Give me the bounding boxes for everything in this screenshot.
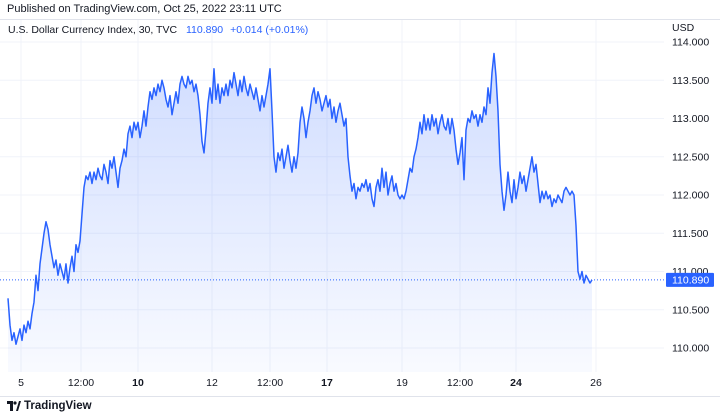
last-price-text: 110.890 bbox=[672, 274, 709, 286]
x-tick-label: 12:00 bbox=[257, 377, 283, 389]
x-tick-label: 5 bbox=[18, 377, 24, 389]
x-tick-label: 10 bbox=[132, 377, 144, 389]
y-tick-label: 113.000 bbox=[672, 113, 709, 125]
y-tick-label: 110.000 bbox=[672, 343, 709, 355]
y-tick-label: 111.500 bbox=[672, 228, 709, 240]
last-price-badge bbox=[666, 272, 714, 287]
chart-legend[interactable]: U.S. Dollar Currency Index, 30, TVC 110.… bbox=[8, 24, 308, 36]
x-tick-label: 12:00 bbox=[68, 377, 94, 389]
x-tick-label: 12:00 bbox=[447, 377, 473, 389]
x-tick-label: 24 bbox=[510, 377, 522, 389]
currency-label: USD bbox=[672, 22, 695, 34]
tradingview-brand[interactable]: TradingView bbox=[24, 400, 92, 412]
last-price-label: 110.890 bbox=[666, 272, 714, 287]
y-tick-label: 112.000 bbox=[672, 190, 709, 202]
y-tick-label: 114.000 bbox=[672, 37, 709, 49]
chart-area[interactable]: 110.000 110.500 111.000 111.500 112.000 112.5… bbox=[0, 20, 720, 396]
y-tick-label: 110.500 bbox=[672, 304, 709, 316]
x-tick-label: 19 bbox=[396, 377, 408, 389]
x-tick-label: 12 bbox=[206, 377, 218, 389]
published-info: Published on TradingView.com, Oct 25, 20… bbox=[7, 3, 282, 15]
x-tick-label: 17 bbox=[321, 377, 333, 389]
legend-symbol[interactable]: U.S. Dollar Currency Index, 30, TVC bbox=[8, 24, 178, 36]
footer: TradingView bbox=[0, 396, 720, 417]
legend-change: +0.014 (+0.01%) bbox=[230, 24, 309, 36]
top-bar: Published on TradingView.com, Oct 25, 20… bbox=[0, 0, 720, 20]
price-line bbox=[7, 52, 593, 345]
tradingview-logo-icon[interactable] bbox=[7, 401, 21, 412]
y-tick-label: 112.500 bbox=[672, 151, 709, 163]
price-axis[interactable]: 110.000110.500111.000111.500112.000112.5… bbox=[672, 37, 709, 355]
y-tick-label: 113.500 bbox=[672, 75, 709, 87]
legend-value: 110.890 bbox=[185, 24, 224, 36]
time-axis[interactable]: 5 12:00 10 12 12:00 17 19 12:00 24 26 bbox=[18, 377, 602, 389]
price-chart[interactable]: 110.000110.500111.000111.500112.000112.5… bbox=[0, 20, 720, 396]
price-area bbox=[8, 53, 592, 372]
x-tick-label: 26 bbox=[590, 377, 602, 389]
